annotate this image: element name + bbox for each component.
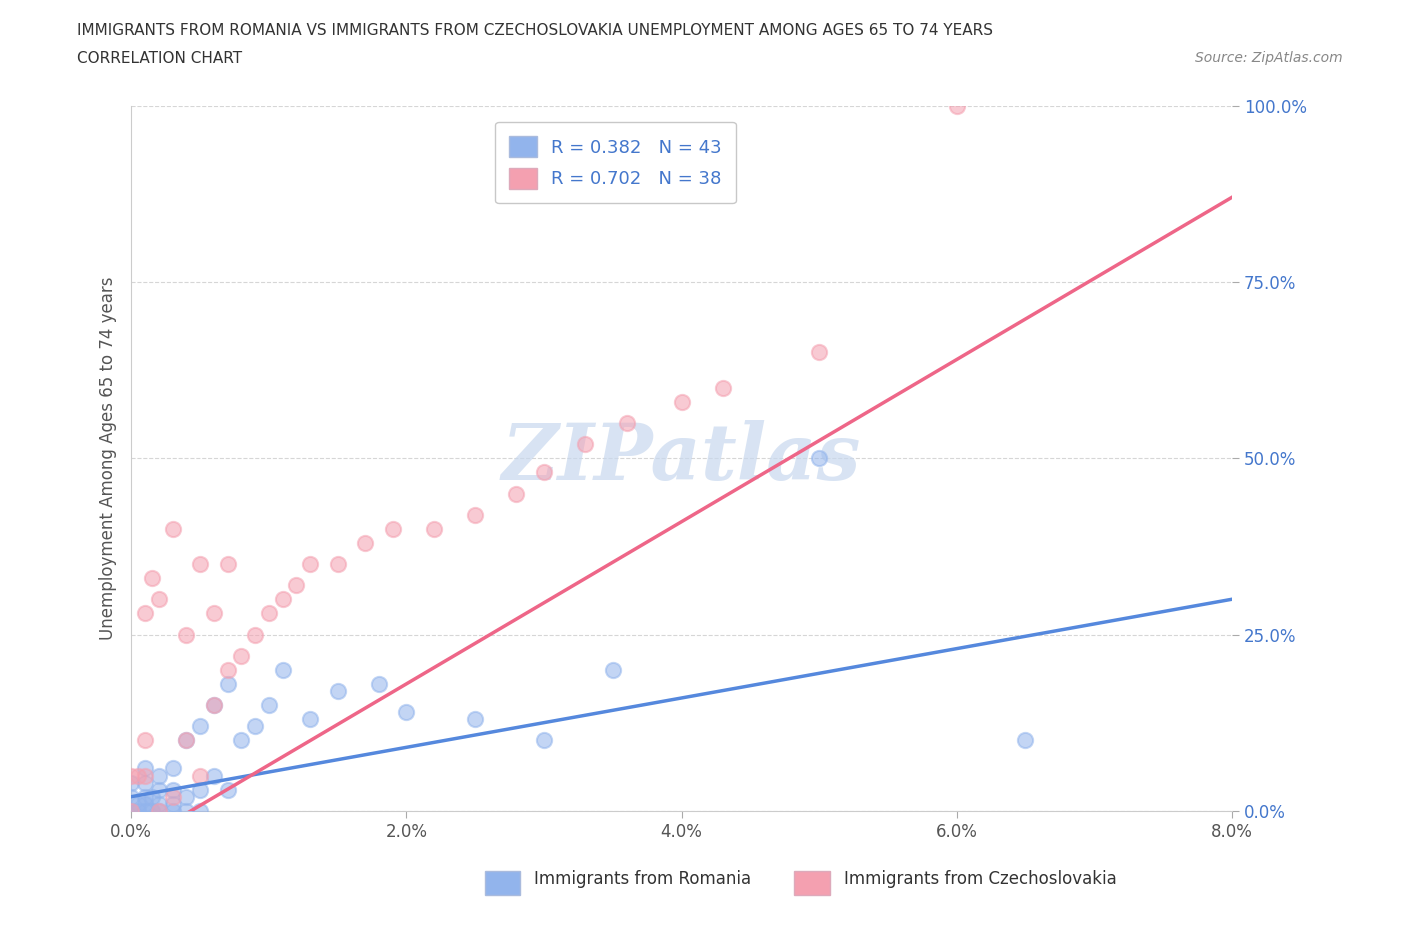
Text: Immigrants from Czechoslovakia: Immigrants from Czechoslovakia [844,870,1116,888]
Point [243,719,266,734]
Point [174,790,197,804]
Point [217,662,239,677]
Point [326,556,349,571]
Point [162,782,184,797]
Point [602,662,624,677]
Point [141,790,163,804]
Point [217,556,239,571]
Point [711,380,734,395]
Point [127,768,149,783]
Point [174,804,197,818]
Point [505,486,527,501]
Point [120,804,142,818]
Text: Immigrants from Romania: Immigrants from Romania [534,870,751,888]
Point [134,733,156,748]
Point [188,782,211,797]
Point [243,627,266,642]
Point [326,684,349,698]
Point [354,536,377,551]
Point [285,578,308,592]
Point [188,768,211,783]
Point [945,99,967,113]
Point [134,796,156,811]
Point [120,790,142,804]
Point [148,804,170,818]
Point [134,775,156,790]
Point [257,698,280,712]
Legend: R = 0.382   N = 43, R = 0.702   N = 38: R = 0.382 N = 43, R = 0.702 N = 38 [495,122,735,204]
Point [134,606,156,621]
Point [174,627,197,642]
Point [1014,733,1036,748]
Point [381,522,404,537]
Point [134,790,156,804]
Point [148,804,170,818]
Point [464,711,486,726]
Point [120,804,142,818]
Point [202,698,225,712]
Text: Source: ZipAtlas.com: Source: ZipAtlas.com [1195,51,1343,65]
Point [120,768,142,783]
Point [174,733,197,748]
Point [127,804,149,818]
Point [141,571,163,586]
Point [188,719,211,734]
Point [148,796,170,811]
Point [188,556,211,571]
Point [162,804,184,818]
Point [231,648,253,663]
Point [162,761,184,776]
Point [808,451,831,466]
Point [533,465,555,480]
Point [217,676,239,691]
Y-axis label: Unemployment Among Ages 65 to 74 years: Unemployment Among Ages 65 to 74 years [100,276,117,640]
Point [616,416,638,431]
Text: IMMIGRANTS FROM ROMANIA VS IMMIGRANTS FROM CZECHOSLOVAKIA UNEMPLOYMENT AMONG AGE: IMMIGRANTS FROM ROMANIA VS IMMIGRANTS FR… [77,23,993,38]
Point [202,698,225,712]
Point [134,768,156,783]
Point [574,437,596,452]
Point [271,662,294,677]
Point [162,790,184,804]
Point [134,804,156,818]
Point [162,522,184,537]
Point [231,733,253,748]
Point [120,775,142,790]
Point [257,606,280,621]
Point [202,768,225,783]
Point [367,676,389,691]
Point [141,804,163,818]
Point [134,761,156,776]
Point [808,345,831,360]
Point [533,733,555,748]
Point [217,782,239,797]
Point [202,606,225,621]
Point [299,711,322,726]
Text: ZIPatlas: ZIPatlas [502,420,862,497]
Point [464,507,486,522]
Point [148,768,170,783]
Point [271,591,294,606]
Text: CORRELATION CHART: CORRELATION CHART [77,51,242,66]
Point [423,522,446,537]
Point [174,733,197,748]
Point [395,705,418,720]
Point [671,394,693,409]
Point [148,591,170,606]
Point [299,556,322,571]
Point [127,796,149,811]
Point [148,782,170,797]
Point [162,796,184,811]
Point [188,804,211,818]
